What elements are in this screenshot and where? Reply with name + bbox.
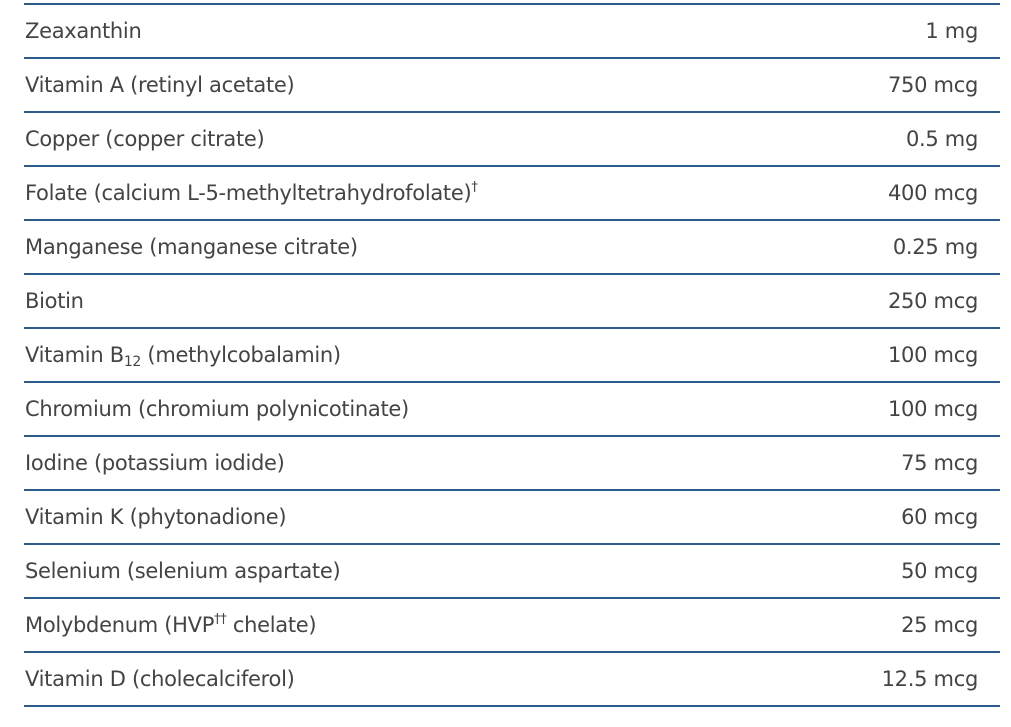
name-text: Manganese (manganese citrate) [25, 235, 358, 259]
nutrient-amount: 400 mcg [888, 181, 978, 205]
nutrient-table: Zeaxanthin 1 mg Vitamin A (retinyl acetate… [24, 3, 1000, 707]
nutrient-amount: 0.25 mg [892, 235, 978, 259]
table-row: Vitamin D (cholecalciferol) 12.5 mcg [24, 653, 1000, 707]
nutrient-amount: 750 mcg [888, 73, 978, 97]
nutrient-amount: 75 mcg [901, 451, 978, 475]
nutrient-amount: 100 mcg [888, 343, 978, 367]
nutrient-name: Manganese (manganese citrate) [24, 235, 358, 259]
name-text: Chromium (chromium polynicotinate) [25, 397, 409, 421]
table-row: Manganese (manganese citrate) 0.25 mg [24, 221, 1000, 275]
nutrient-amount: 60 mcg [901, 505, 978, 529]
name-text: Zeaxanthin [25, 19, 142, 43]
name-text: Molybdenum (HVP [25, 613, 215, 637]
table-row: Biotin 250 mcg [24, 275, 1000, 329]
nutrient-name: Vitamin D (cholecalciferol) [24, 667, 295, 691]
table-row: Vitamin B12 (methylcobalamin) 100 mcg [24, 329, 1000, 383]
table-row: Selenium (selenium aspartate) 50 mcg [24, 545, 1000, 599]
nutrient-name: Molybdenum (HVP†† chelate) [24, 612, 317, 637]
nutrient-amount: 50 mcg [901, 559, 978, 583]
name-text: Vitamin D (cholecalciferol) [25, 667, 295, 691]
table-row: Copper (copper citrate) 0.5 mg [24, 113, 1000, 167]
nutrient-name: Copper (copper citrate) [24, 127, 265, 151]
nutrient-name: Vitamin A (retinyl acetate) [24, 73, 295, 97]
table-row: Chromium (chromium polynicotinate) 100 mc… [24, 383, 1000, 437]
nutrient-name: Selenium (selenium aspartate) [24, 559, 341, 583]
name-text: Biotin [25, 289, 84, 313]
name-text: Selenium (selenium aspartate) [25, 559, 341, 583]
name-text: Vitamin A (retinyl acetate) [25, 73, 295, 97]
name-text: (methylcobalamin) [141, 343, 341, 367]
name-text: Vitamin B [25, 343, 124, 367]
nutrient-amount: 100 mcg [888, 397, 978, 421]
nutrient-amount: 250 mcg [888, 289, 978, 313]
name-text: Iodine (potassium iodide) [25, 451, 285, 475]
nutrient-name: Biotin [24, 289, 84, 313]
table-row: Iodine (potassium iodide) 75 mcg [24, 437, 1000, 491]
nutrient-name: Folate (calcium L-5-methyltetrahydrofola… [24, 181, 478, 205]
nutrient-name: Chromium (chromium polynicotinate) [24, 397, 409, 421]
table-row: Zeaxanthin 1 mg [24, 5, 1000, 59]
nutrient-name: Vitamin K (phytonadione) [24, 505, 287, 529]
subscript: 12 [123, 354, 142, 370]
table-row: Vitamin K (phytonadione) 60 mcg [24, 491, 1000, 545]
nutrient-name: Zeaxanthin [24, 19, 142, 43]
name-text: Copper (copper citrate) [25, 127, 265, 151]
table-row: Molybdenum (HVP†† chelate) 25 mcg [24, 599, 1000, 653]
table-row: Vitamin A (retinyl acetate) 750 mcg [24, 59, 1000, 113]
nutrient-amount: 1 mg [925, 19, 978, 43]
nutrient-amount: 0.5 mg [905, 127, 978, 151]
footnote-mark: †† [214, 612, 227, 627]
nutrient-amount: 25 mcg [901, 613, 978, 637]
nutrient-name: Vitamin B12 (methylcobalamin) [24, 343, 341, 370]
name-text: Vitamin K (phytonadione) [25, 505, 287, 529]
nutrient-amount: 12.5 mcg [881, 667, 979, 691]
name-text: chelate) [226, 613, 317, 637]
table-row: Folate (calcium L-5-methyltetrahydrofola… [24, 167, 1000, 221]
nutrient-name: Iodine (potassium iodide) [24, 451, 285, 475]
name-text: Folate (calcium L-5-methyltetrahydrofola… [25, 181, 472, 205]
footnote-mark: † [471, 180, 478, 195]
